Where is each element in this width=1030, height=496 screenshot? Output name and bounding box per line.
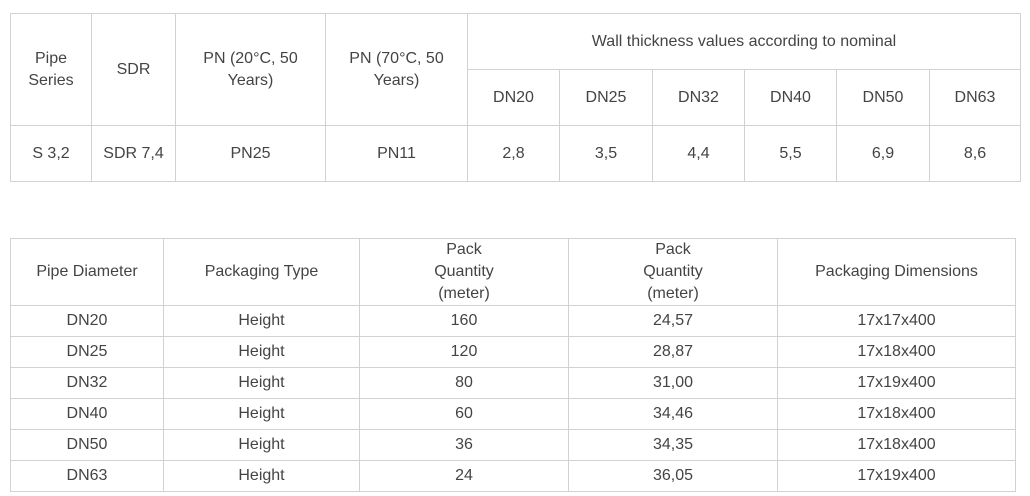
header-pack-quantity: Pack Quantity (meter) bbox=[568, 238, 778, 306]
header-dn-column: DN50 bbox=[836, 69, 930, 126]
cell-sdr: SDR 7,4 bbox=[91, 125, 176, 182]
cell-pack-quantity: 80 bbox=[359, 367, 569, 399]
wall-thickness-table: Pipe Series SDR PN (20°C, 50 Years) PN (… bbox=[10, 13, 1021, 182]
cell-packaging-type: Height bbox=[163, 336, 360, 368]
cell-pipe-series: S 3,2 bbox=[10, 125, 92, 182]
cell-pipe-diameter: DN50 bbox=[10, 429, 164, 461]
cell-pn-20c: PN25 bbox=[175, 125, 326, 182]
cell-wall-thickness: 3,5 bbox=[559, 125, 653, 182]
cell-pack-quantity: 34,35 bbox=[568, 429, 778, 461]
header-pipe-diameter: Pipe Diameter bbox=[10, 238, 164, 306]
packaging-table: Pipe Diameter Packaging Type Pack Quanti… bbox=[10, 238, 1016, 492]
cell-packaging-type: Height bbox=[163, 305, 360, 337]
cell-packaging-dimensions: 17x18x400 bbox=[777, 398, 1016, 430]
cell-packaging-type: Height bbox=[163, 460, 360, 492]
cell-pack-quantity: 24,57 bbox=[568, 305, 778, 337]
cell-pack-quantity: 28,87 bbox=[568, 336, 778, 368]
cell-pack-quantity: 24 bbox=[359, 460, 569, 492]
cell-pn-70c: PN11 bbox=[325, 125, 468, 182]
table-row: S 3,2 SDR 7,4 PN25 PN11 2,8 3,5 4,4 5,5 … bbox=[10, 125, 1021, 182]
table-row: DN32 Height 80 31,00 17x19x400 bbox=[10, 367, 1016, 399]
cell-pipe-diameter: DN32 bbox=[10, 367, 164, 399]
cell-wall-thickness: 8,6 bbox=[929, 125, 1021, 182]
header-packaging-type: Packaging Type bbox=[163, 238, 360, 306]
header-sdr: SDR bbox=[91, 13, 176, 126]
table-row: DN63 Height 24 36,05 17x19x400 bbox=[10, 460, 1016, 492]
cell-packaging-type: Height bbox=[163, 429, 360, 461]
cell-wall-thickness: 6,9 bbox=[836, 125, 930, 182]
cell-pack-quantity: 60 bbox=[359, 398, 569, 430]
header-dn-column: DN25 bbox=[559, 69, 653, 126]
table-row: DN20 Height 160 24,57 17x17x400 bbox=[10, 305, 1016, 337]
cell-pack-quantity: 36,05 bbox=[568, 460, 778, 492]
cell-pipe-diameter: DN20 bbox=[10, 305, 164, 337]
table-row: DN25 Height 120 28,87 17x18x400 bbox=[10, 336, 1016, 368]
cell-pipe-diameter: DN40 bbox=[10, 398, 164, 430]
table-row: DN40 Height 60 34,46 17x18x400 bbox=[10, 398, 1016, 430]
header-pipe-series: Pipe Series bbox=[10, 13, 92, 126]
cell-pack-quantity: 36 bbox=[359, 429, 569, 461]
header-packaging-dimensions: Packaging Dimensions bbox=[777, 238, 1016, 306]
cell-pipe-diameter: DN63 bbox=[10, 460, 164, 492]
cell-pipe-diameter: DN25 bbox=[10, 336, 164, 368]
table-row: DN50 Height 36 34,35 17x18x400 bbox=[10, 429, 1016, 461]
header-pn-70c: PN (70°C, 50 Years) bbox=[325, 13, 468, 126]
cell-packaging-dimensions: 17x19x400 bbox=[777, 460, 1016, 492]
cell-packaging-type: Height bbox=[163, 367, 360, 399]
cell-packaging-dimensions: 17x19x400 bbox=[777, 367, 1016, 399]
cell-wall-thickness: 4,4 bbox=[652, 125, 745, 182]
header-dn-column: DN63 bbox=[929, 69, 1021, 126]
cell-wall-thickness: 5,5 bbox=[744, 125, 837, 182]
cell-packaging-dimensions: 17x18x400 bbox=[777, 336, 1016, 368]
header-dn-column: DN20 bbox=[467, 69, 560, 126]
header-wall-thickness: Wall thickness values according to nomin… bbox=[467, 13, 1021, 70]
cell-packaging-dimensions: 17x18x400 bbox=[777, 429, 1016, 461]
cell-packaging-dimensions: 17x17x400 bbox=[777, 305, 1016, 337]
header-dn-column: DN40 bbox=[744, 69, 837, 126]
header-pn-20c: PN (20°C, 50 Years) bbox=[175, 13, 326, 126]
header-pack-quantity: Pack Quantity (meter) bbox=[359, 238, 569, 306]
cell-wall-thickness: 2,8 bbox=[467, 125, 560, 182]
cell-pack-quantity: 120 bbox=[359, 336, 569, 368]
header-dn-column: DN32 bbox=[652, 69, 745, 126]
cell-pack-quantity: 34,46 bbox=[568, 398, 778, 430]
cell-packaging-type: Height bbox=[163, 398, 360, 430]
cell-pack-quantity: 31,00 bbox=[568, 367, 778, 399]
cell-pack-quantity: 160 bbox=[359, 305, 569, 337]
